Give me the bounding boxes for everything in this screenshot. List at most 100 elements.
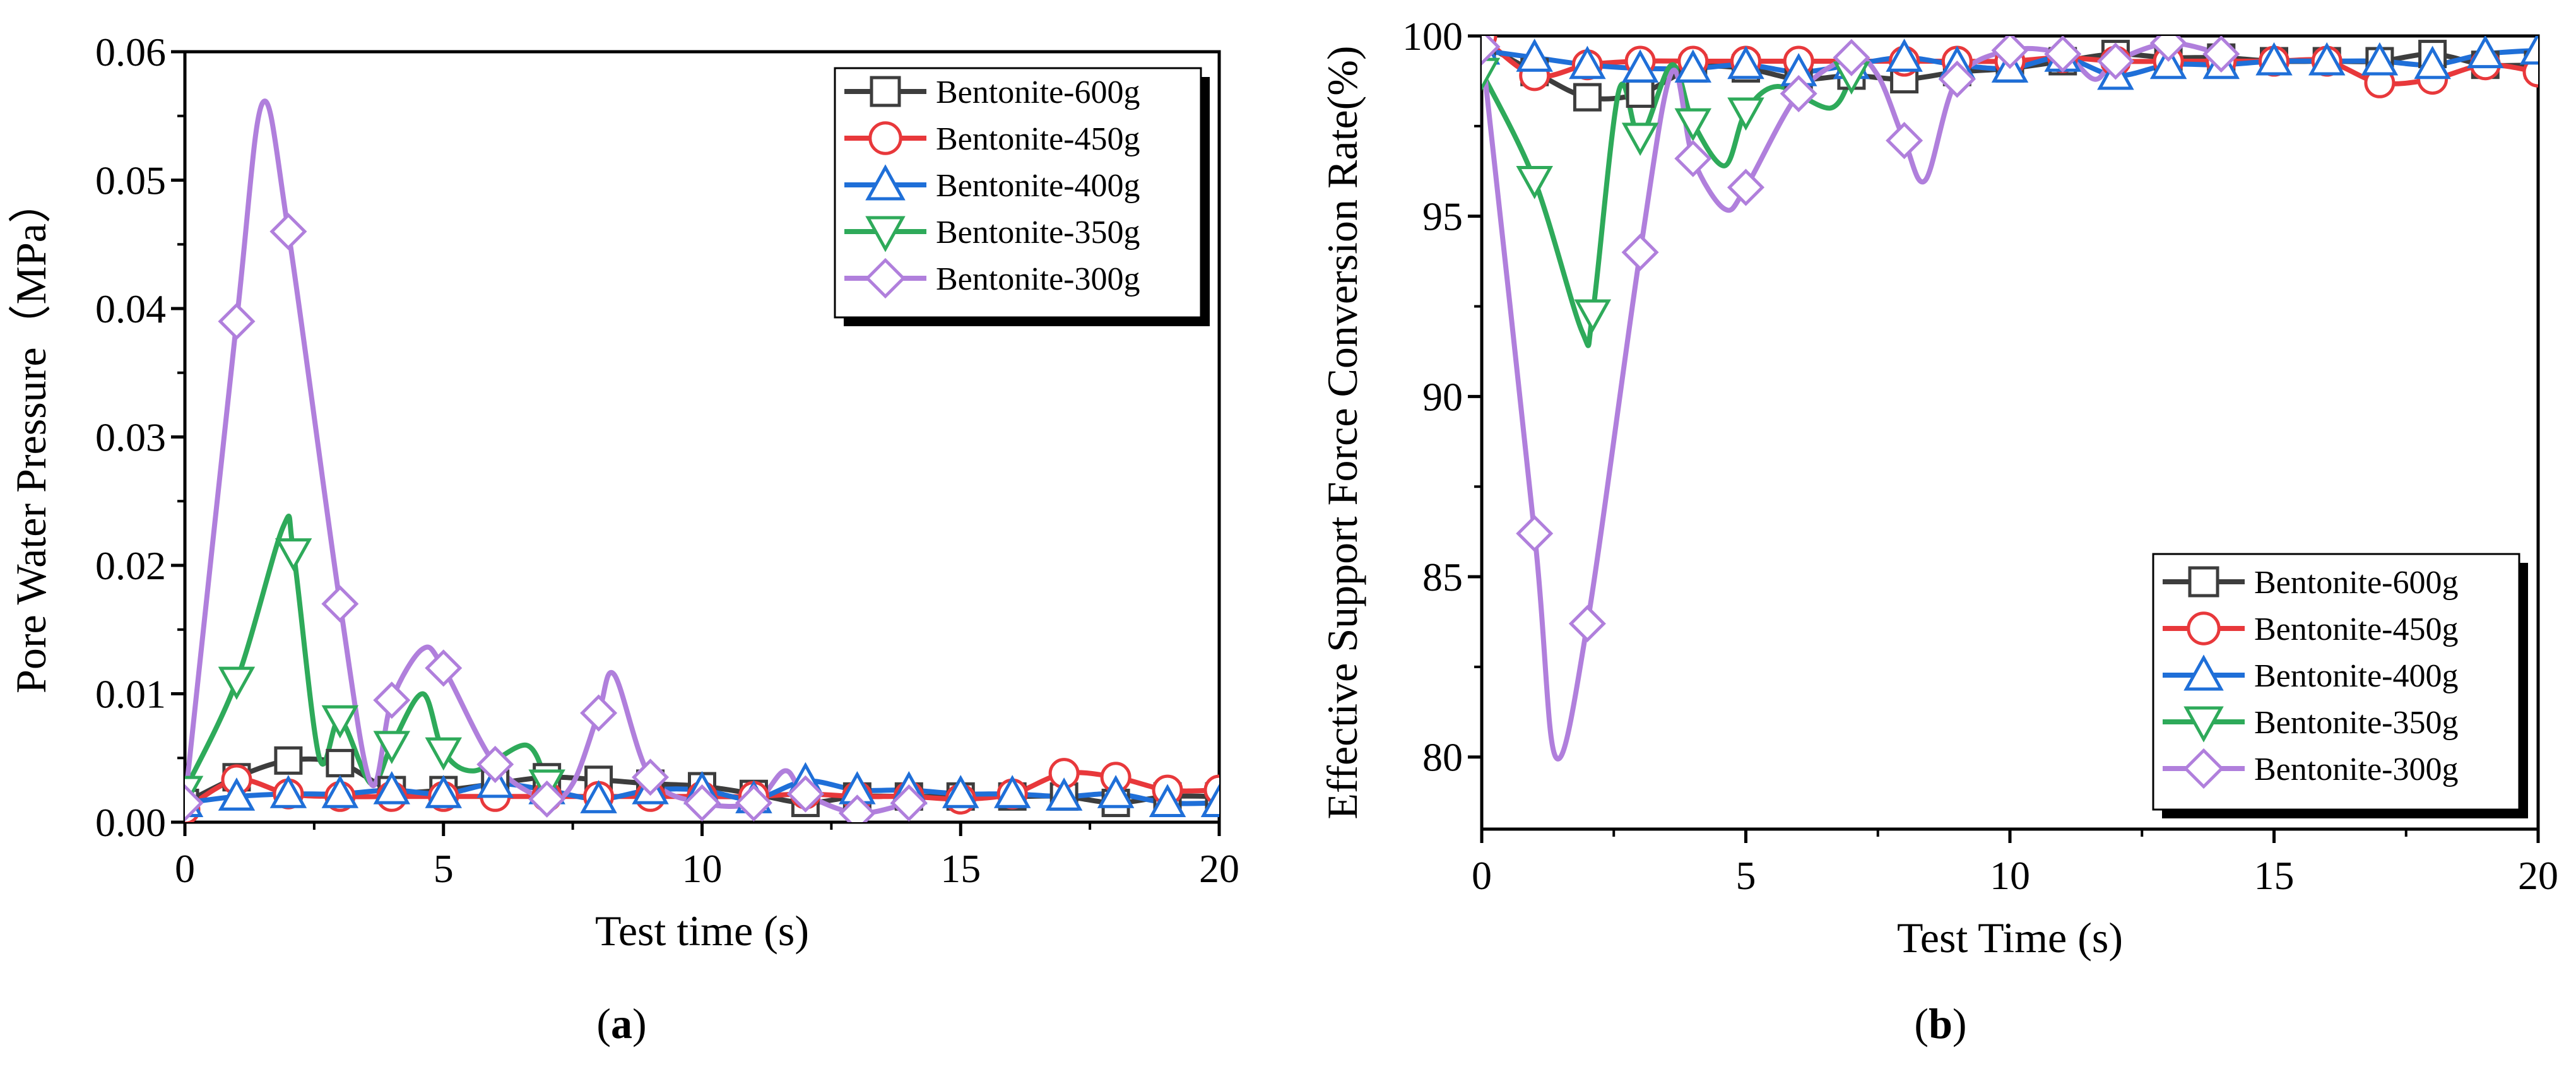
data-point bbox=[993, 775, 1031, 808]
data-point bbox=[218, 777, 256, 811]
x-axis-title: Test time (s) bbox=[595, 907, 809, 955]
legend-label: Bentonite-450g bbox=[2254, 611, 2459, 647]
data-point bbox=[580, 694, 618, 732]
data-point bbox=[580, 780, 617, 813]
data-point bbox=[942, 775, 979, 808]
x-tick-label: 15 bbox=[940, 846, 981, 891]
y-tick-label: 85 bbox=[1422, 555, 1463, 599]
plot-area bbox=[1482, 36, 2538, 762]
data-point bbox=[2467, 36, 2504, 69]
y-tick-label: 0.00 bbox=[95, 800, 166, 845]
y-tick-label: 0.03 bbox=[95, 415, 166, 460]
data-point bbox=[1621, 122, 1659, 156]
data-point bbox=[1097, 775, 1135, 808]
data-point bbox=[218, 302, 256, 340]
data-point bbox=[1516, 38, 1553, 72]
legend-marker bbox=[865, 164, 906, 201]
y-tick-label: 0.06 bbox=[95, 30, 166, 74]
series-line-bentonite-300g bbox=[1482, 40, 2224, 762]
x-tick-label: 15 bbox=[2254, 853, 2295, 898]
legend-label: Bentonite-350g bbox=[936, 215, 1140, 251]
data-point bbox=[1045, 777, 1083, 811]
legend-label: Bentonite-350g bbox=[2254, 705, 2459, 741]
data-point bbox=[1938, 61, 1976, 98]
data-point bbox=[528, 780, 566, 818]
y-tick-label: 0.02 bbox=[95, 543, 166, 588]
y-axis-title: Pore Water Pressure（MPa） bbox=[7, 180, 55, 693]
data-point bbox=[1674, 108, 1712, 142]
y-tick-label: 0.05 bbox=[95, 158, 166, 203]
data-point bbox=[1482, 57, 1501, 91]
chart-panel-a: 0 5 10 15 20 0.00 0.01 0.02 0.03 0.04 0.05 0.06 Test… bbox=[7, 30, 1239, 1047]
panel-label-close: ) bbox=[632, 999, 647, 1047]
data-point bbox=[476, 745, 514, 783]
data-point bbox=[1621, 49, 1659, 83]
data-point bbox=[425, 649, 463, 687]
legend-marker bbox=[865, 216, 906, 252]
panel-label: (b) bbox=[1914, 999, 1966, 1047]
x-tick-label: 5 bbox=[434, 846, 454, 891]
legend-label: Bentonite-450g bbox=[936, 121, 1140, 157]
legend-marker bbox=[2187, 611, 2221, 646]
data-point bbox=[269, 775, 307, 808]
x-tick-label: 0 bbox=[1472, 853, 1492, 898]
data-point bbox=[1573, 83, 1602, 112]
data-point bbox=[373, 770, 411, 805]
data-point bbox=[1674, 139, 1712, 177]
data-point bbox=[1516, 166, 1553, 199]
data-point bbox=[1727, 168, 1765, 206]
y-tick-label: 0.04 bbox=[95, 286, 166, 331]
data-point bbox=[735, 784, 772, 822]
data-point bbox=[1569, 45, 1606, 80]
data-point bbox=[275, 538, 312, 572]
data-point bbox=[1149, 784, 1186, 817]
data-point bbox=[1886, 122, 1923, 160]
data-point bbox=[1991, 36, 2029, 69]
legend-label: Bentonite-400g bbox=[936, 168, 1140, 204]
data-point bbox=[1626, 79, 1655, 108]
data-point bbox=[1780, 74, 1817, 112]
legend-marker bbox=[870, 76, 901, 107]
data-point bbox=[373, 731, 411, 765]
legend-marker bbox=[2183, 748, 2224, 789]
data-point bbox=[2308, 42, 2346, 76]
panel-label-close: ) bbox=[1953, 999, 1967, 1047]
data-point bbox=[1674, 49, 1712, 83]
y-tick-label: 90 bbox=[1422, 374, 1463, 419]
legend-marker bbox=[2183, 654, 2224, 691]
data-point bbox=[425, 775, 462, 808]
data-point bbox=[1568, 604, 1606, 642]
x-tick-label: 20 bbox=[2518, 853, 2558, 898]
y-tick-label: 100 bbox=[1402, 14, 1463, 59]
panel-label-letter: a bbox=[611, 999, 632, 1047]
data-point bbox=[1200, 784, 1219, 817]
x-tick-label: 0 bbox=[175, 846, 195, 891]
data-point bbox=[2361, 42, 2399, 76]
legend-marker bbox=[2188, 566, 2219, 598]
panel-label-open: ( bbox=[1914, 999, 1929, 1047]
data-point bbox=[373, 681, 411, 719]
data-point bbox=[1621, 233, 1659, 271]
data-point bbox=[185, 784, 204, 822]
data-point bbox=[2519, 36, 2538, 65]
data-point bbox=[838, 794, 876, 822]
legend-marker bbox=[865, 257, 906, 299]
data-point bbox=[425, 737, 462, 771]
data-point bbox=[1727, 45, 1764, 80]
data-point bbox=[2414, 45, 2451, 80]
data-point bbox=[326, 748, 355, 777]
panel-label: (a) bbox=[596, 999, 646, 1047]
data-point bbox=[321, 585, 359, 623]
data-point bbox=[890, 784, 928, 822]
data-point bbox=[2202, 36, 2240, 73]
data-point bbox=[1516, 514, 1554, 553]
y-tick-label: 80 bbox=[1422, 735, 1463, 780]
x-tick-label: 10 bbox=[682, 846, 723, 891]
data-point bbox=[1886, 38, 1923, 72]
data-point bbox=[632, 758, 670, 796]
data-point bbox=[683, 784, 721, 822]
data-point bbox=[786, 775, 824, 813]
data-point bbox=[2044, 36, 2082, 73]
data-point bbox=[2149, 36, 2187, 62]
